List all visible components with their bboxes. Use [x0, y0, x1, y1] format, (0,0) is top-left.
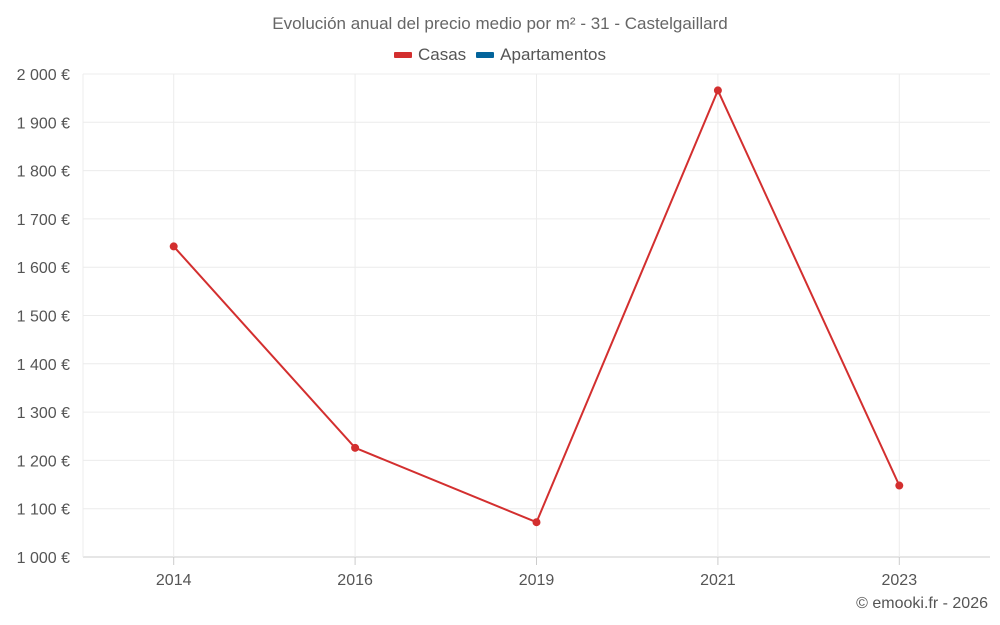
data-point — [169, 242, 178, 251]
y-tick-label: 2 000 € — [17, 67, 70, 84]
data-point — [532, 518, 541, 527]
y-tick-label: 1 400 € — [17, 357, 70, 374]
chart-legend: Casas Apartamentos — [0, 45, 1000, 65]
y-tick-label: 1 600 € — [17, 260, 70, 277]
legend-label-casas: Casas — [417, 45, 467, 64]
data-point — [713, 86, 722, 95]
x-tick-label: 2016 — [337, 572, 373, 589]
legend-swatch-casas — [393, 52, 412, 58]
y-tick-label: 1 800 € — [17, 164, 70, 181]
x-tick-label: 2019 — [519, 572, 555, 589]
chart-title: Evolución anual del precio medio por m² … — [272, 14, 728, 33]
legend-swatch-apartamentos — [476, 52, 495, 58]
data-point — [351, 443, 360, 452]
data-point — [895, 481, 904, 490]
x-tick-label: 2014 — [156, 572, 192, 589]
x-tick-label: 2021 — [700, 572, 736, 589]
y-tick-label: 1 900 € — [17, 115, 70, 132]
legend-item-casas[interactable]: Casas — [393, 45, 467, 65]
y-tick-label: 1 300 € — [17, 405, 70, 422]
x-tick-label: 2023 — [882, 572, 918, 589]
legend-item-apartamentos[interactable]: Apartamentos — [476, 45, 606, 65]
y-tick-label: 1 500 € — [17, 309, 70, 326]
credit-text: © emooki.fr - 2026 — [856, 595, 988, 612]
y-tick-label: 1 100 € — [17, 502, 70, 519]
legend-label-apartamentos: Apartamentos — [500, 45, 607, 64]
y-tick-label: 1 700 € — [17, 212, 70, 229]
y-tick-label: 1 200 € — [17, 453, 70, 470]
y-tick-label: 1 000 € — [17, 550, 70, 567]
